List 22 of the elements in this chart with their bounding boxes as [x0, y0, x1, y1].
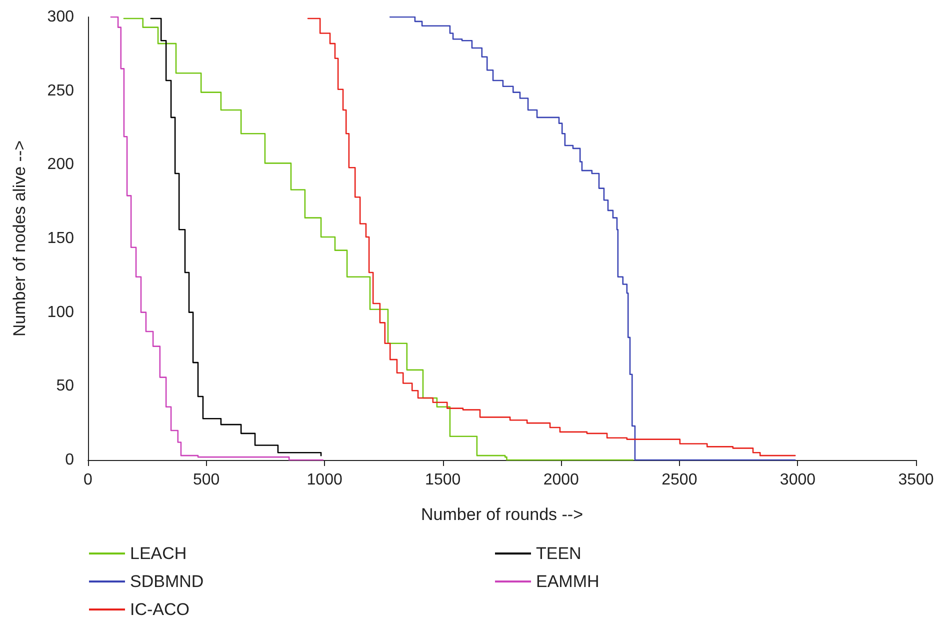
- x-tick-label: 1000: [306, 472, 342, 488]
- y-axis-title: Number of nodes alive -->: [10, 140, 29, 337]
- y-tick-label: 50: [56, 378, 74, 395]
- y-tick-label: 150: [47, 230, 74, 247]
- x-tick-label: 3500: [898, 472, 934, 488]
- x-tick-label: 3000: [780, 472, 816, 488]
- y-tick-label: 300: [47, 8, 74, 26]
- legend-label: EAMMH: [536, 572, 600, 591]
- x-axis-title: Number of rounds -->: [420, 505, 584, 524]
- y-tick-label: 100: [47, 304, 74, 321]
- legend-label: IC-ACO: [130, 600, 190, 619]
- legend-label: SDBMND: [130, 572, 204, 591]
- legend-label: TEEN: [536, 544, 582, 563]
- x-tick-label: 2000: [543, 472, 580, 488]
- y-tick-label: 250: [47, 82, 74, 100]
- legend-label: LEACH: [130, 544, 187, 563]
- x-tick-label: 0: [84, 472, 93, 488]
- x-tick-label: 500: [192, 472, 220, 488]
- x-tick-label: 2500: [662, 472, 698, 488]
- y-tick-label: 0: [65, 452, 74, 468]
- x-tick-label: 1500: [425, 472, 461, 488]
- y-tick-label: 200: [47, 156, 74, 174]
